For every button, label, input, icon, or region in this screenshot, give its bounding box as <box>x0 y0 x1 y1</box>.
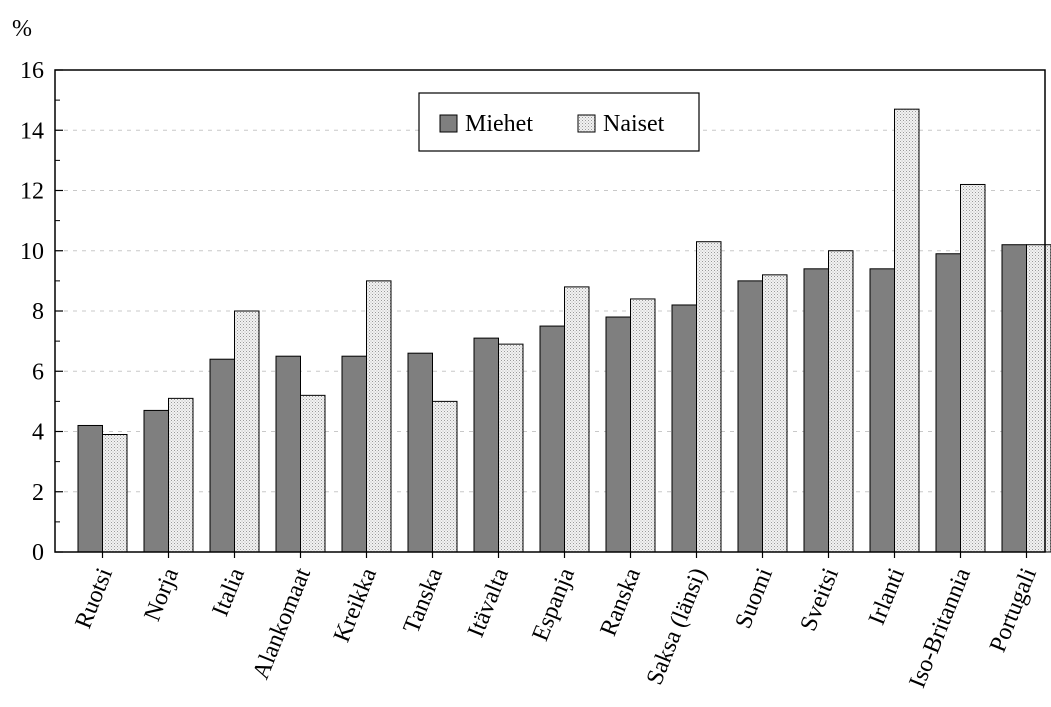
legend-box <box>418 92 700 152</box>
bar-naiset <box>102 434 128 553</box>
x-tick-label: Irlanti <box>864 564 910 628</box>
bar-miehet <box>143 409 169 553</box>
bars <box>77 108 1051 553</box>
bar-miehet <box>407 352 433 553</box>
x-tick-label: Portugali <box>985 564 1042 656</box>
bar-naiset <box>960 183 986 553</box>
x-tick-label: Espanja <box>527 564 580 645</box>
x-tick-label: Iso-Britannia <box>905 564 977 691</box>
bar-miehet <box>275 355 301 553</box>
bar-miehet <box>341 355 367 553</box>
bar-miehet <box>869 268 895 553</box>
bar-miehet <box>671 304 697 553</box>
y-tick-label: 14 <box>20 118 44 144</box>
y-tick-label: 10 <box>20 239 44 265</box>
y-tick-label: 16 <box>20 58 44 84</box>
bar-naiset <box>432 400 458 553</box>
bar-naiset <box>894 108 920 553</box>
y-axis: 0 2 4 6 8 10 12 14 16 <box>20 58 63 566</box>
legend-swatch-miehet <box>439 114 458 133</box>
bar-miehet <box>605 316 631 553</box>
y-tick-label: 0 <box>32 540 44 566</box>
x-tick-label: Tanska <box>399 564 449 637</box>
y-tick-label: 12 <box>20 179 44 205</box>
y-tick-label: 4 <box>32 420 44 446</box>
y-tick-label: 6 <box>32 359 44 385</box>
x-tick-label: Ruotsi <box>70 564 118 632</box>
bar-naiset <box>762 274 788 553</box>
x-tick-label: Itävalta <box>463 564 514 641</box>
y-axis-unit-label: % <box>12 16 32 42</box>
bar-naiset <box>168 397 194 553</box>
bar-miehet <box>737 280 763 553</box>
x-tick-label: Saksa (länsi) <box>642 565 712 689</box>
y-tick-label: 8 <box>32 299 44 325</box>
legend-label-naiset: Naiset <box>603 111 665 137</box>
legend: Miehet Naiset <box>418 92 700 152</box>
x-tick-label: Kreikka <box>329 564 382 646</box>
bar-miehet <box>209 358 235 553</box>
x-tick-label: Norja <box>139 564 184 625</box>
bar-naiset <box>630 298 656 553</box>
bar-miehet <box>473 337 499 553</box>
x-tick-label: Suomi <box>730 564 778 632</box>
bar-miehet <box>935 253 961 553</box>
bar-miehet <box>1001 244 1027 553</box>
bar-naiset <box>696 241 722 553</box>
x-tick-label: Italia <box>207 564 250 620</box>
legend-swatch-naiset <box>577 114 596 133</box>
bar-miehet <box>539 325 565 553</box>
bar-naiset <box>234 310 260 553</box>
bar-miehet <box>803 268 829 553</box>
bar-naiset <box>1026 244 1051 553</box>
bar-naiset <box>366 280 392 553</box>
x-tick-label: Sveitsi <box>795 564 844 635</box>
y-tick-label: 2 <box>32 480 44 506</box>
bar-naiset <box>564 286 590 553</box>
bar-naiset <box>828 250 854 553</box>
bar-naiset <box>498 343 524 553</box>
x-tick-label: Ranska <box>595 564 646 640</box>
legend-label-miehet: Miehet <box>465 111 533 137</box>
bar-miehet <box>77 424 103 553</box>
x-tick-label: Alankomaat <box>248 564 316 683</box>
bar-naiset <box>300 394 326 553</box>
